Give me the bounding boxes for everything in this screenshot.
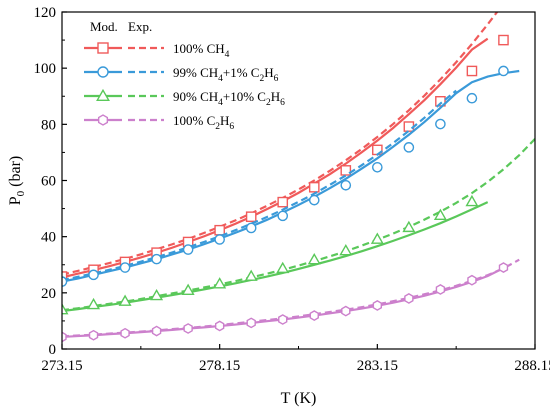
series-3-point bbox=[339, 244, 353, 256]
series-4-point bbox=[341, 305, 351, 317]
series-2-point bbox=[435, 118, 446, 130]
series-4-point bbox=[278, 314, 288, 325]
y-tick-label: 60 bbox=[41, 174, 56, 190]
series-1-model-line bbox=[62, 37, 489, 279]
series-1-exp-line bbox=[62, 12, 499, 276]
legend-marker bbox=[97, 66, 109, 78]
series-3-point bbox=[87, 297, 101, 310]
series-2 bbox=[62, 65, 520, 287]
series-1-point bbox=[277, 196, 289, 208]
legend-entry-1: 100% CH4 bbox=[84, 41, 230, 60]
series-2-point bbox=[277, 210, 289, 222]
series-4-point bbox=[404, 293, 414, 304]
series-2-point bbox=[340, 179, 352, 191]
y-axis-title: P0 (bar) bbox=[7, 156, 27, 206]
series-4-point bbox=[183, 323, 193, 334]
legend-header-model: Mod. bbox=[90, 19, 118, 34]
series-3-point bbox=[62, 302, 69, 315]
series-layer bbox=[62, 12, 535, 343]
series-4-point bbox=[246, 317, 256, 329]
series-3 bbox=[62, 138, 535, 315]
legend-marker bbox=[97, 42, 109, 54]
series-3-point bbox=[150, 288, 164, 301]
series-2-point bbox=[151, 253, 162, 265]
series-3-point bbox=[244, 269, 258, 281]
series-4-point bbox=[435, 284, 446, 295]
series-4-point bbox=[62, 331, 67, 343]
legend-entry-4: 100% C2H6 bbox=[84, 113, 234, 132]
series-2-point bbox=[308, 194, 320, 206]
series-1-point bbox=[245, 211, 257, 223]
series-2-point bbox=[245, 222, 257, 234]
y-tick-label: 100 bbox=[34, 61, 57, 77]
series-4 bbox=[62, 258, 520, 343]
series-4-point bbox=[214, 320, 225, 332]
axis-ticks: 273.15 278.15 283.15 288.15 0 20 40 60 80 100 120 bbox=[34, 5, 550, 374]
series-4-point bbox=[88, 329, 99, 341]
y-tick-label: 40 bbox=[41, 230, 56, 246]
series-3-point bbox=[307, 252, 321, 265]
legend-label: 90% CH4+10% C2H6 bbox=[173, 89, 285, 108]
series-3-exp-line bbox=[62, 138, 535, 312]
series-3-point bbox=[370, 232, 384, 244]
series-1-point bbox=[214, 224, 225, 236]
series-2-point bbox=[403, 142, 415, 153]
series-2-point bbox=[214, 234, 225, 245]
legend-header-exp: Exp. bbox=[128, 19, 152, 34]
series-2-point bbox=[466, 92, 478, 104]
y-axis-title-sub: 0 bbox=[15, 190, 27, 196]
legend-label: 100% CH4 bbox=[173, 41, 230, 60]
series-3-point bbox=[118, 294, 132, 306]
y-tick-label: 80 bbox=[41, 117, 56, 133]
y-tick-label: 0 bbox=[49, 342, 57, 358]
series-4-point bbox=[467, 274, 477, 286]
x-tick-label: 283.15 bbox=[357, 358, 398, 374]
series-2-point bbox=[88, 269, 99, 281]
series-3-point bbox=[402, 220, 416, 233]
series-2-point bbox=[119, 262, 131, 273]
x-tick-label: 278.15 bbox=[199, 358, 240, 374]
series-2-point bbox=[372, 162, 383, 173]
series-3-model-line bbox=[62, 201, 489, 313]
plot-frame bbox=[61, 11, 536, 350]
series-1-point bbox=[466, 65, 478, 77]
series-4-point bbox=[372, 300, 383, 311]
legend-entry-2: 99% CH4+1% C2H6 bbox=[84, 65, 279, 84]
x-axis-title: T (K) bbox=[281, 390, 317, 407]
series-1 bbox=[62, 12, 509, 282]
legend-marker bbox=[96, 88, 110, 102]
series-4-point bbox=[309, 310, 319, 321]
legend-label: 100% C2H6 bbox=[173, 113, 234, 132]
series-2-point bbox=[182, 244, 194, 255]
series-4-point bbox=[120, 327, 130, 339]
series-3-point bbox=[276, 261, 290, 274]
series-1-point bbox=[435, 96, 446, 107]
series-3-point bbox=[433, 208, 447, 220]
y-tick-label: 20 bbox=[41, 286, 56, 302]
legend-entry-3: 90% CH4+10% C2H6 bbox=[84, 88, 285, 108]
series-1-point bbox=[308, 181, 320, 193]
series-1-point bbox=[498, 34, 509, 46]
legend-label: 99% CH4+1% C2H6 bbox=[173, 65, 279, 84]
series-2-point bbox=[498, 65, 509, 77]
legend-marker bbox=[97, 114, 109, 126]
x-tick-label: 288.15 bbox=[514, 358, 550, 374]
series-3-point bbox=[213, 277, 227, 289]
x-tick-label: 273.15 bbox=[41, 358, 82, 374]
series-4-point bbox=[151, 325, 162, 337]
series-4-point bbox=[498, 262, 509, 273]
y-tick-label: 120 bbox=[34, 5, 57, 21]
series-2-model-line bbox=[62, 69, 520, 283]
legend: Mod. Exp. 100% CH4 99% CH4+1% C2H6 90% CH4+1… bbox=[84, 19, 285, 132]
y-axis-title-unit: (bar) bbox=[7, 156, 24, 191]
y-axis-title-main: P bbox=[7, 196, 24, 205]
series-3-point bbox=[181, 283, 195, 295]
series-1-point bbox=[340, 165, 352, 176]
series-1-point bbox=[403, 121, 415, 132]
plot-border bbox=[61, 11, 536, 350]
series-3-point bbox=[465, 194, 479, 207]
